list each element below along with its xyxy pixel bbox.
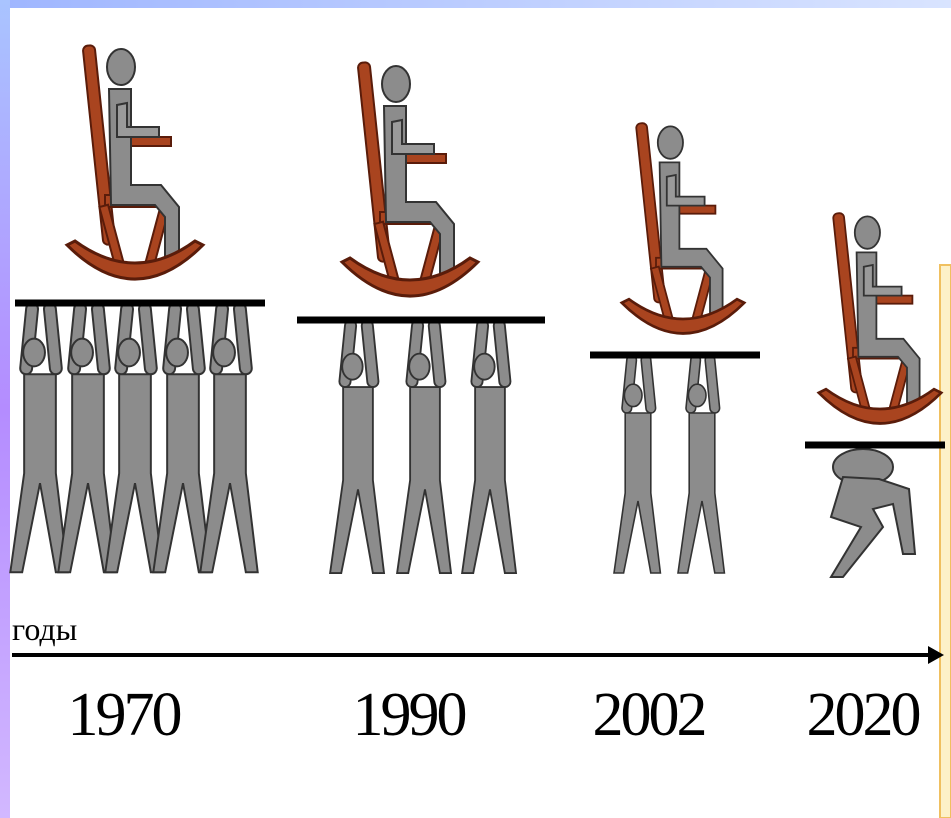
worker bbox=[153, 309, 210, 572]
axis-label: годы bbox=[12, 611, 77, 647]
illustration: годы 1970 1990 2002 2020 bbox=[0, 0, 951, 818]
rocking-chair bbox=[342, 62, 478, 296]
worker bbox=[397, 326, 451, 573]
worker bbox=[58, 309, 115, 572]
year-label: 2002 bbox=[593, 681, 708, 749]
crouching-worker bbox=[831, 449, 915, 577]
worker bbox=[10, 309, 67, 572]
worker bbox=[678, 360, 724, 573]
frame-left bbox=[0, 0, 10, 818]
worker bbox=[614, 360, 660, 573]
year-label: 1970 bbox=[68, 681, 183, 749]
worker bbox=[105, 309, 162, 572]
rocking-chair bbox=[622, 123, 744, 334]
year-label: 1990 bbox=[353, 681, 468, 749]
page: годы 1970 1990 2002 2020 (() => { const … bbox=[0, 0, 951, 818]
worker bbox=[200, 309, 257, 572]
year-label: 2020 bbox=[807, 681, 922, 749]
worker bbox=[462, 326, 516, 573]
rocking-chair bbox=[819, 213, 941, 424]
side-panel bbox=[940, 265, 951, 818]
groups bbox=[10, 45, 945, 577]
rocking-chair bbox=[67, 45, 203, 279]
worker bbox=[330, 326, 384, 573]
frame-top bbox=[0, 0, 951, 8]
